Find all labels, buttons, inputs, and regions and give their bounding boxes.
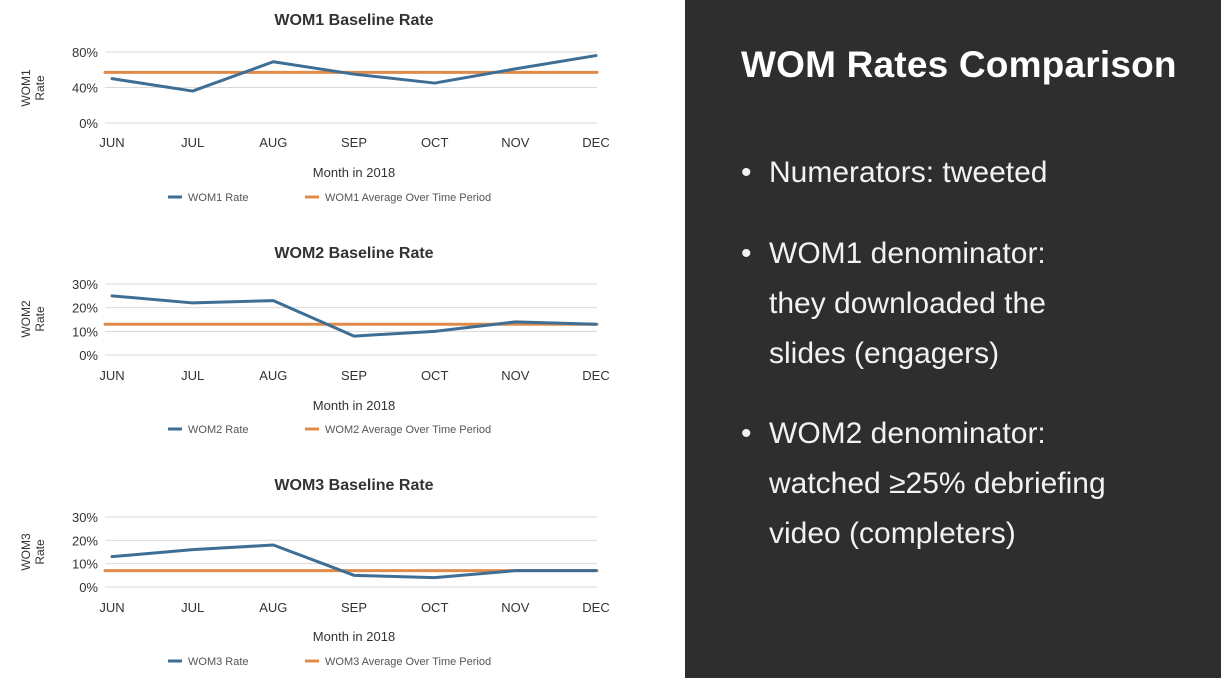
slide-title: WOM Rates Comparison [741, 44, 1177, 85]
chart-2: WOM2 Baseline Rate 0% 10% 20% 30% WOM2Rate JUN… [19, 245, 610, 436]
y-tick-label: 10% [72, 557, 98, 572]
y-tick-label: 30% [72, 277, 98, 292]
y-axis-label-line: Rate [33, 75, 47, 101]
bullet-line: Numerators: tweeted [769, 156, 1048, 189]
chart-title: WOM2 Baseline Rate [274, 245, 433, 262]
x-tick-label: AUG [259, 368, 287, 383]
x-axis-label: Month in 2018 [313, 165, 395, 180]
y-axis-label-line: Rate [33, 539, 47, 565]
x-tick-label: NOV [501, 135, 530, 150]
x-tick-label: OCT [421, 600, 449, 615]
legend-label: WOM3 Rate [188, 656, 249, 668]
legend-label: WOM1 Average Over Time Period [325, 192, 491, 204]
slide-text-panel: WOM Rates Comparison • Numerators: tweet… [685, 0, 1221, 678]
x-axis-label: Month in 2018 [313, 398, 395, 413]
rate-series-line [110, 294, 598, 338]
rate-series-line [110, 54, 598, 93]
bullet-line: they downloaded the [769, 287, 1046, 320]
legend-label: WOM2 Rate [188, 424, 249, 436]
bullet-dot: • [741, 156, 752, 189]
y-tick-label: 40% [72, 81, 98, 96]
x-tick-label: DEC [582, 135, 609, 150]
x-tick-label: DEC [582, 368, 609, 383]
x-tick-label: JUN [99, 135, 124, 150]
bullet-line: WOM2 denominator: [769, 417, 1046, 450]
y-axis-label-line: WOM3 [19, 533, 33, 571]
x-tick-label: JUL [181, 600, 204, 615]
bullet-dot: • [741, 237, 752, 270]
y-axis-label: WOM1Rate [19, 69, 47, 107]
y-axis-label: WOM3Rate [19, 533, 47, 571]
y-tick-label: 0% [79, 116, 98, 131]
charts-panel: WOM1 Baseline Rate 0% 40% 80% WOM1Rate JUN JUL… [19, 12, 610, 668]
bullet-line: slides (engagers) [769, 337, 1000, 370]
legend-label: WOM2 Average Over Time Period [325, 424, 491, 436]
x-tick-label: JUN [99, 600, 124, 615]
x-tick-label: DEC [582, 600, 609, 615]
bullet-line: video (completers) [769, 517, 1016, 550]
y-tick-label: 30% [72, 510, 98, 525]
chart-title: WOM3 Baseline Rate [274, 477, 433, 494]
chart-3: WOM3 Baseline Rate 0% 10% 20% 30% WOM3Rate JUN… [19, 477, 610, 668]
x-tick-label: JUN [99, 368, 124, 383]
legend-label: WOM1 Rate [188, 192, 249, 204]
y-tick-label: 80% [72, 45, 98, 60]
x-tick-label: NOV [501, 600, 530, 615]
x-tick-label: SEP [341, 135, 367, 150]
rate-series-line [110, 543, 598, 580]
y-axis-label: WOM2Rate [19, 300, 47, 338]
y-tick-label: 0% [79, 580, 98, 595]
x-axis-label: Month in 2018 [313, 629, 395, 644]
x-tick-label: OCT [421, 368, 449, 383]
x-tick-label: SEP [341, 600, 367, 615]
bullet-line: WOM1 denominator: [769, 237, 1046, 270]
legend-label: WOM3 Average Over Time Period [325, 656, 491, 668]
bullet-dot: • [741, 417, 752, 450]
y-axis-label-line: WOM1 [19, 69, 33, 107]
y-tick-label: 0% [79, 348, 98, 363]
x-tick-label: JUL [181, 135, 204, 150]
x-tick-label: JUL [181, 368, 204, 383]
x-tick-label: NOV [501, 368, 530, 383]
y-axis-label-line: WOM2 [19, 300, 33, 338]
y-tick-label: 10% [72, 324, 98, 339]
y-axis-label-line: Rate [33, 306, 47, 332]
y-tick-label: 20% [72, 301, 98, 316]
x-tick-label: AUG [259, 135, 287, 150]
chart-1: WOM1 Baseline Rate 0% 40% 80% WOM1Rate JUN JUL… [19, 12, 610, 204]
x-tick-label: AUG [259, 600, 287, 615]
y-tick-label: 20% [72, 533, 98, 548]
chart-title: WOM1 Baseline Rate [274, 12, 433, 29]
x-tick-label: SEP [341, 368, 367, 383]
bullet-line: watched ≥25% debriefing [769, 467, 1106, 500]
x-tick-label: OCT [421, 135, 449, 150]
